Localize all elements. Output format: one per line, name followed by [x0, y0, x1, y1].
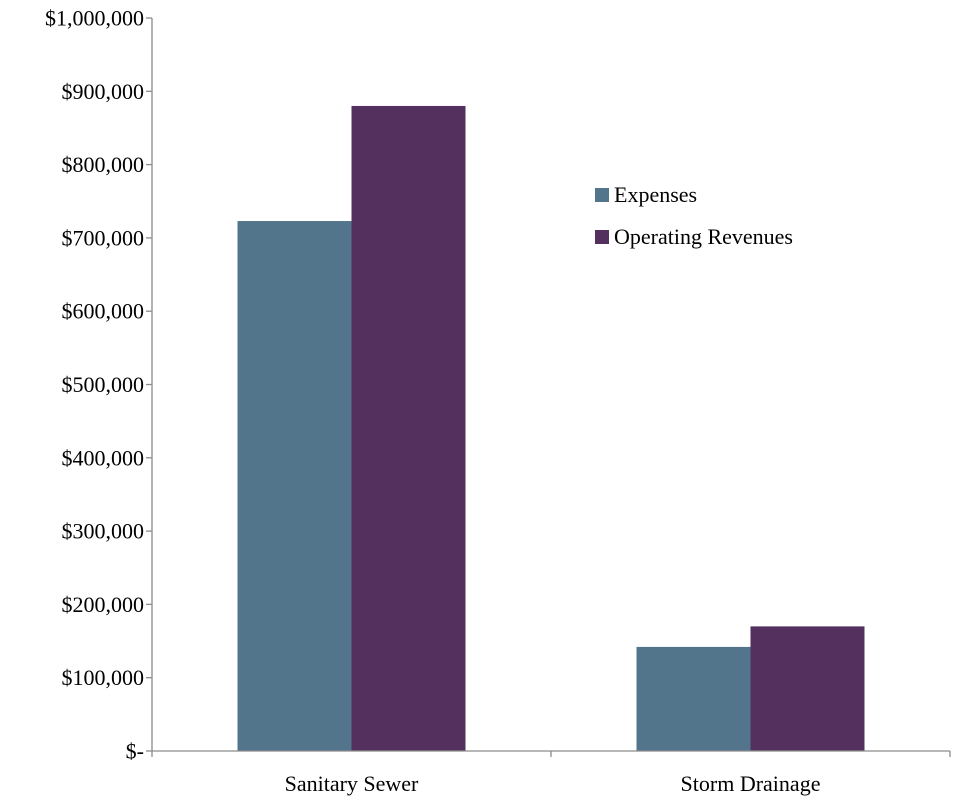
bar-expenses-storm-drainage — [636, 646, 751, 751]
x-axis-ticks: Sanitary Sewer Storm Drainage — [151, 751, 951, 796]
x-tick-label: Sanitary Sewer — [285, 771, 419, 796]
y-tick-label: $200,000 — [62, 592, 145, 617]
bar-operating-revenues-sanitary-sewer — [351, 105, 466, 751]
y-tick-label: $700,000 — [62, 225, 145, 250]
y-tick-label: $1,000,000 — [45, 6, 144, 31]
bars-group — [237, 105, 865, 751]
y-tick-label: $400,000 — [62, 445, 145, 470]
y-tick-label: $900,000 — [62, 79, 145, 104]
y-axis-ticks: $- $100,000 $200,000 $300,000 $400,000 $500,0… — [45, 6, 152, 764]
y-tick-label: $- — [126, 739, 144, 764]
y-tick-label: $800,000 — [62, 152, 145, 177]
y-tick-label: $600,000 — [62, 299, 145, 324]
legend: Expenses Operating Revenues — [595, 182, 793, 249]
legend-label: Expenses — [614, 182, 697, 207]
legend-swatch — [595, 230, 609, 244]
y-tick-label: $300,000 — [62, 519, 145, 544]
legend-swatch — [595, 188, 609, 202]
bar-operating-revenues-storm-drainage — [750, 626, 865, 751]
x-tick-label: Storm Drainage — [681, 771, 821, 796]
legend-label: Operating Revenues — [614, 224, 793, 249]
y-tick-label: $100,000 — [62, 665, 145, 690]
bar-expenses-sanitary-sewer — [237, 221, 352, 751]
y-tick-label: $500,000 — [62, 372, 145, 397]
